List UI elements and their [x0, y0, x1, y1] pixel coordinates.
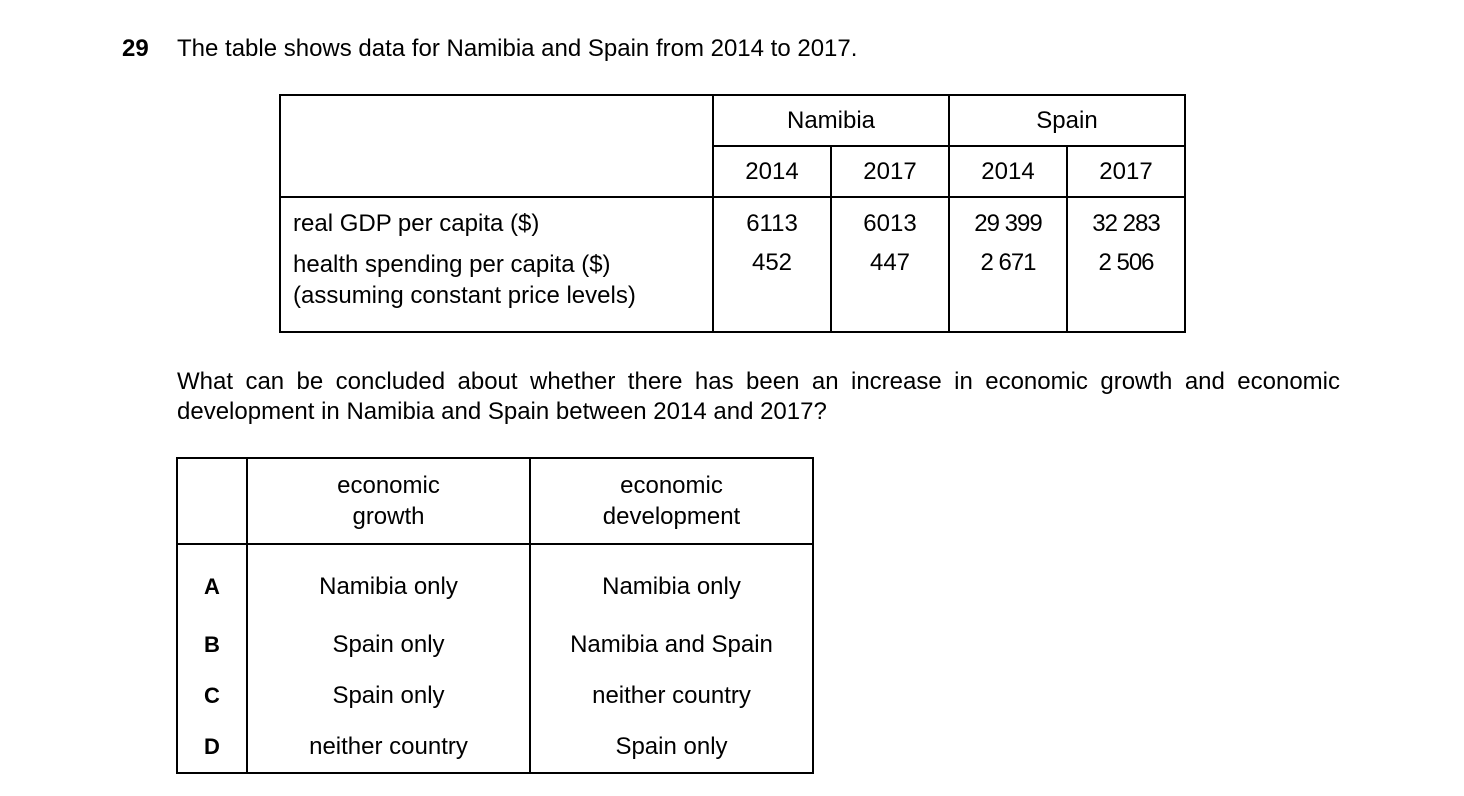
option-key[interactable]: C [176, 670, 248, 721]
option-row-a[interactable]: A Namibia only Namibia only [176, 544, 814, 619]
year-header: 2017 [1066, 145, 1186, 198]
question-number: 29 [122, 35, 149, 62]
year-header: 2017 [830, 145, 950, 198]
cell-value: 32 283 [1066, 196, 1186, 247]
cell-value: 29 399 [948, 196, 1068, 247]
empty-header-cell [279, 94, 714, 198]
country-header: Namibia [712, 94, 950, 147]
option-row-d[interactable]: D neither country Spain only [176, 721, 814, 774]
header-line: economic [620, 472, 723, 499]
table-row: health spending per capita ($) (assuming … [279, 247, 1186, 333]
row-label: health spending per capita ($) (assuming … [279, 247, 714, 333]
cell-value: 2 671 [948, 247, 1068, 333]
option-growth: neither country [246, 721, 531, 774]
question-stem: The table shows data for Namibia and Spa… [177, 35, 858, 62]
cell-value: 6113 [712, 196, 832, 247]
cell-value: 452 [712, 247, 832, 333]
year-header: 2014 [948, 145, 1068, 198]
header-line: growth [352, 503, 425, 530]
year-header: 2014 [712, 145, 832, 198]
option-development: neither country [529, 670, 814, 721]
row-label-line2: (assuming constant price levels) [293, 282, 636, 309]
country-header: Spain [948, 94, 1186, 147]
option-growth: Spain only [246, 670, 531, 721]
option-growth: Namibia only [246, 544, 531, 619]
option-key[interactable]: B [176, 619, 248, 670]
option-development: Spain only [529, 721, 814, 774]
option-row-c[interactable]: C Spain only neither country [176, 670, 814, 721]
option-key[interactable]: A [176, 544, 248, 619]
cell-value: 447 [830, 247, 950, 333]
option-key[interactable]: D [176, 721, 248, 774]
data-table: Namibia Spain 2014 2017 2014 2017 real G… [279, 94, 1186, 333]
option-row-b[interactable]: B Spain only Namibia and Spain [176, 619, 814, 670]
header-line: economic [337, 472, 440, 499]
column-header-growth: economic growth [246, 457, 531, 545]
option-development: Namibia only [529, 544, 814, 619]
option-growth: Spain only [246, 619, 531, 670]
empty-header-cell [176, 457, 248, 545]
header-line: development [602, 503, 741, 530]
row-label: real GDP per capita ($) [279, 196, 714, 247]
cell-value: 2 506 [1066, 247, 1186, 333]
row-label-line1: health spending per capita ($) [293, 251, 611, 278]
column-header-development: economic development [529, 457, 814, 545]
cell-value: 6013 [830, 196, 950, 247]
question-prompt: What can be concluded about whether ther… [177, 368, 1340, 425]
options-table: economic growth economic development A Nam… [176, 457, 814, 774]
option-development: Namibia and Spain [529, 619, 814, 670]
table-row: real GDP per capita ($) 6113 6013 29 399… [279, 196, 1186, 247]
